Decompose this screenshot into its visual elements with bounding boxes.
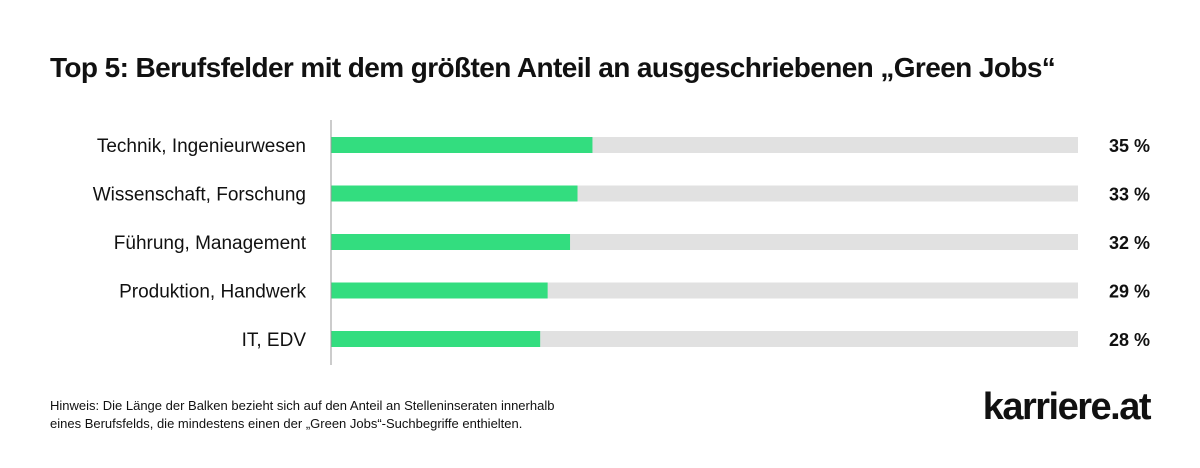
brand-logo: karriere.at <box>982 386 1152 428</box>
category-label: IT, EDV <box>242 330 307 351</box>
value-label: 32 % <box>1109 233 1150 253</box>
bar <box>331 234 571 250</box>
footnote-line-2: eines Berufsfelds, die mindestens einen … <box>50 416 523 431</box>
value-label: 33 % <box>1109 185 1150 205</box>
bar <box>331 331 541 347</box>
footnote-line-1: Hinweis: Die Länge der Balken bezieht si… <box>50 398 555 413</box>
category-label: Technik, Ingenieurwesen <box>97 136 306 157</box>
value-label: 28 % <box>1109 330 1150 350</box>
chart-title: Top 5: Berufsfelder mit dem größten Ante… <box>50 52 1056 83</box>
bar <box>331 282 548 299</box>
category-label: Führung, Management <box>114 233 307 254</box>
category-label: Wissenschaft, Forschung <box>93 185 306 206</box>
bar <box>331 137 593 153</box>
category-label: Produktion, Handwerk <box>119 282 306 303</box>
bar <box>331 185 578 202</box>
value-label: 29 % <box>1109 282 1150 302</box>
footnote: Hinweis: Die Länge der Balken bezieht si… <box>50 397 690 433</box>
value-label: 35 % <box>1109 136 1150 156</box>
